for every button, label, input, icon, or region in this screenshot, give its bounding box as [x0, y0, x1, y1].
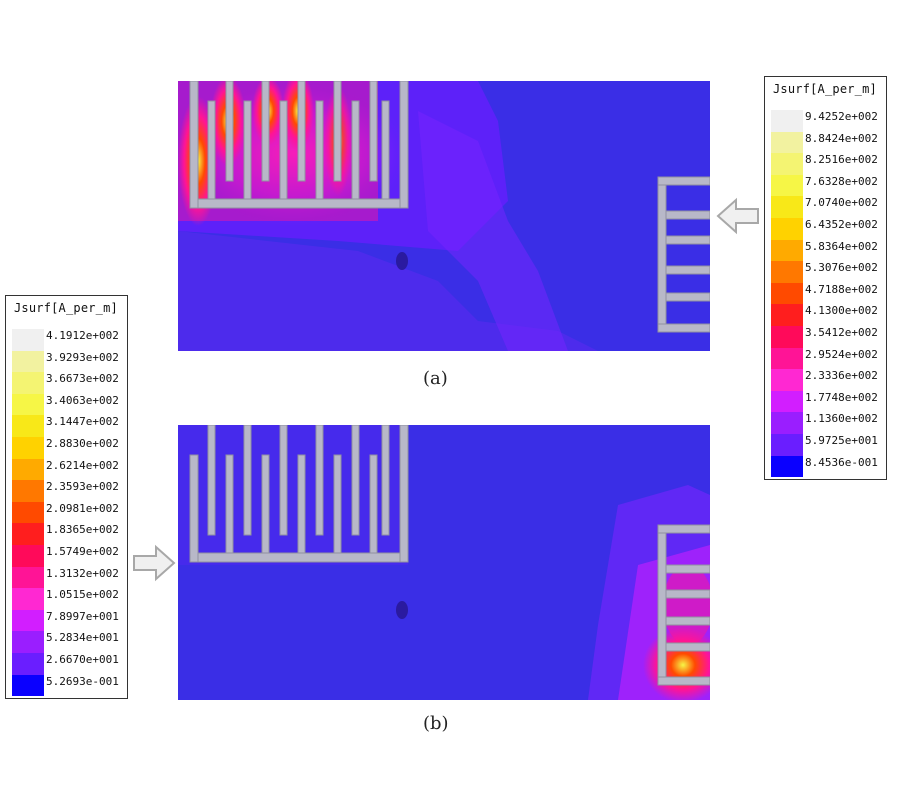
- legend-swatch: [771, 304, 803, 326]
- legend-swatch: [12, 458, 44, 481]
- legend-value: 3.6673e+002: [46, 372, 119, 386]
- legend-value: 2.0981e+002: [46, 501, 119, 515]
- legend-swatch: [771, 455, 803, 478]
- legend-value: 8.2516e+002: [805, 153, 878, 167]
- legend-right-swatches: [771, 110, 803, 478]
- field-plot-a: [178, 81, 710, 351]
- legend-value: 5.8364e+002: [805, 239, 878, 253]
- legend-value: 2.3336e+002: [805, 369, 878, 383]
- legend-value: 7.8997e+001: [46, 609, 119, 623]
- legend-value: 8.8424e+002: [805, 131, 878, 145]
- legend-swatch: [12, 674, 44, 697]
- arrow-right-icon: [133, 544, 176, 582]
- legend-swatch: [12, 631, 44, 653]
- legend-right: Jsurf[A_per_m] 9.4252e+002 8.8424e+002 8.2…: [764, 76, 887, 480]
- legend-swatch: [12, 523, 44, 545]
- legend-swatch: [771, 131, 803, 154]
- legend-value: 1.0515e+002: [46, 588, 119, 602]
- legend-swatch: [771, 369, 803, 391]
- legend-left-labels: 4.1912e+002 3.9293e+002 3.6673e+002 3.4063e…: [46, 325, 119, 692]
- legend-swatch: [12, 372, 44, 394]
- legend-swatch: [771, 196, 803, 218]
- legend-value: 6.4352e+002: [805, 217, 878, 231]
- legend-left-title: Jsurf[A_per_m]: [14, 301, 118, 315]
- legend-value: 7.0740e+002: [805, 196, 878, 210]
- legend-swatch: [771, 261, 803, 283]
- legend-value: 1.5749e+002: [46, 544, 119, 558]
- legend-swatch: [771, 110, 803, 132]
- legend-right-title: Jsurf[A_per_m]: [773, 82, 877, 96]
- legend-swatch: [12, 480, 44, 502]
- legend-value: 1.7748e+002: [805, 390, 878, 404]
- legend-value: 9.4252e+002: [805, 110, 878, 123]
- legend-value: 3.1447e+002: [46, 415, 119, 429]
- legend-swatch: [771, 174, 803, 197]
- legend-value: 3.9293e+002: [46, 350, 119, 364]
- legend-value: 5.9725e+001: [805, 433, 878, 447]
- legend-swatch: [771, 347, 803, 370]
- field-plot-b-graphic: [178, 425, 710, 700]
- legend-value: 1.1360e+002: [805, 412, 878, 426]
- legend-swatch: [771, 433, 803, 456]
- legend-left: Jsurf[A_per_m] 4.1912e+002 3.9293e+002 3.6…: [5, 295, 128, 699]
- legend-value: 2.6214e+002: [46, 458, 119, 472]
- legend-value: 2.3593e+002: [46, 480, 119, 494]
- legend-swatch: [771, 412, 803, 434]
- field-plot-b: [178, 425, 710, 700]
- legend-swatch: [12, 436, 44, 459]
- legend-value: 3.4063e+002: [46, 393, 119, 407]
- legend-swatch: [771, 282, 803, 305]
- legend-value: 4.7188e+002: [805, 282, 878, 296]
- legend-swatch: [771, 325, 803, 348]
- legend-value: 1.3132e+002: [46, 566, 119, 580]
- caption-a: (a): [423, 368, 448, 389]
- legend-swatch: [771, 390, 803, 413]
- legend-value: 3.5412e+002: [805, 325, 878, 339]
- legend-swatch: [12, 501, 44, 524]
- legend-value: 4.1912e+002: [46, 329, 119, 342]
- legend-swatch: [771, 239, 803, 262]
- legend-right-labels: 9.4252e+002 8.8424e+002 8.2516e+002 7.6328e…: [805, 106, 878, 473]
- legend-value: 1.8365e+002: [46, 523, 119, 537]
- legend-swatch: [12, 609, 44, 632]
- legend-swatch: [12, 393, 44, 416]
- arrow-left-icon: [716, 197, 759, 235]
- legend-swatch: [12, 544, 44, 567]
- caption-b: (b): [423, 713, 449, 734]
- legend-value: 5.3076e+002: [805, 261, 878, 275]
- legend-value: 8.4536e-001: [805, 455, 878, 469]
- legend-value: 4.1300e+002: [805, 304, 878, 318]
- legend-value: 5.2834e+001: [46, 631, 119, 645]
- legend-swatch: [12, 566, 44, 589]
- field-plot-a-graphic: [178, 81, 710, 351]
- legend-swatch: [771, 153, 803, 175]
- legend-value: 2.6670e+001: [46, 652, 119, 666]
- legend-value: 7.6328e+002: [805, 174, 878, 188]
- legend-value: 2.8830e+002: [46, 436, 119, 450]
- legend-swatch: [12, 350, 44, 373]
- legend-swatch: [12, 415, 44, 437]
- legend-swatch: [12, 652, 44, 675]
- legend-swatch: [771, 217, 803, 240]
- legend-swatch: [12, 329, 44, 351]
- legend-value: 5.2693e-001: [46, 674, 119, 688]
- legend-left-swatches: [12, 329, 44, 697]
- legend-value: 2.9524e+002: [805, 347, 878, 361]
- legend-swatch: [12, 588, 44, 610]
